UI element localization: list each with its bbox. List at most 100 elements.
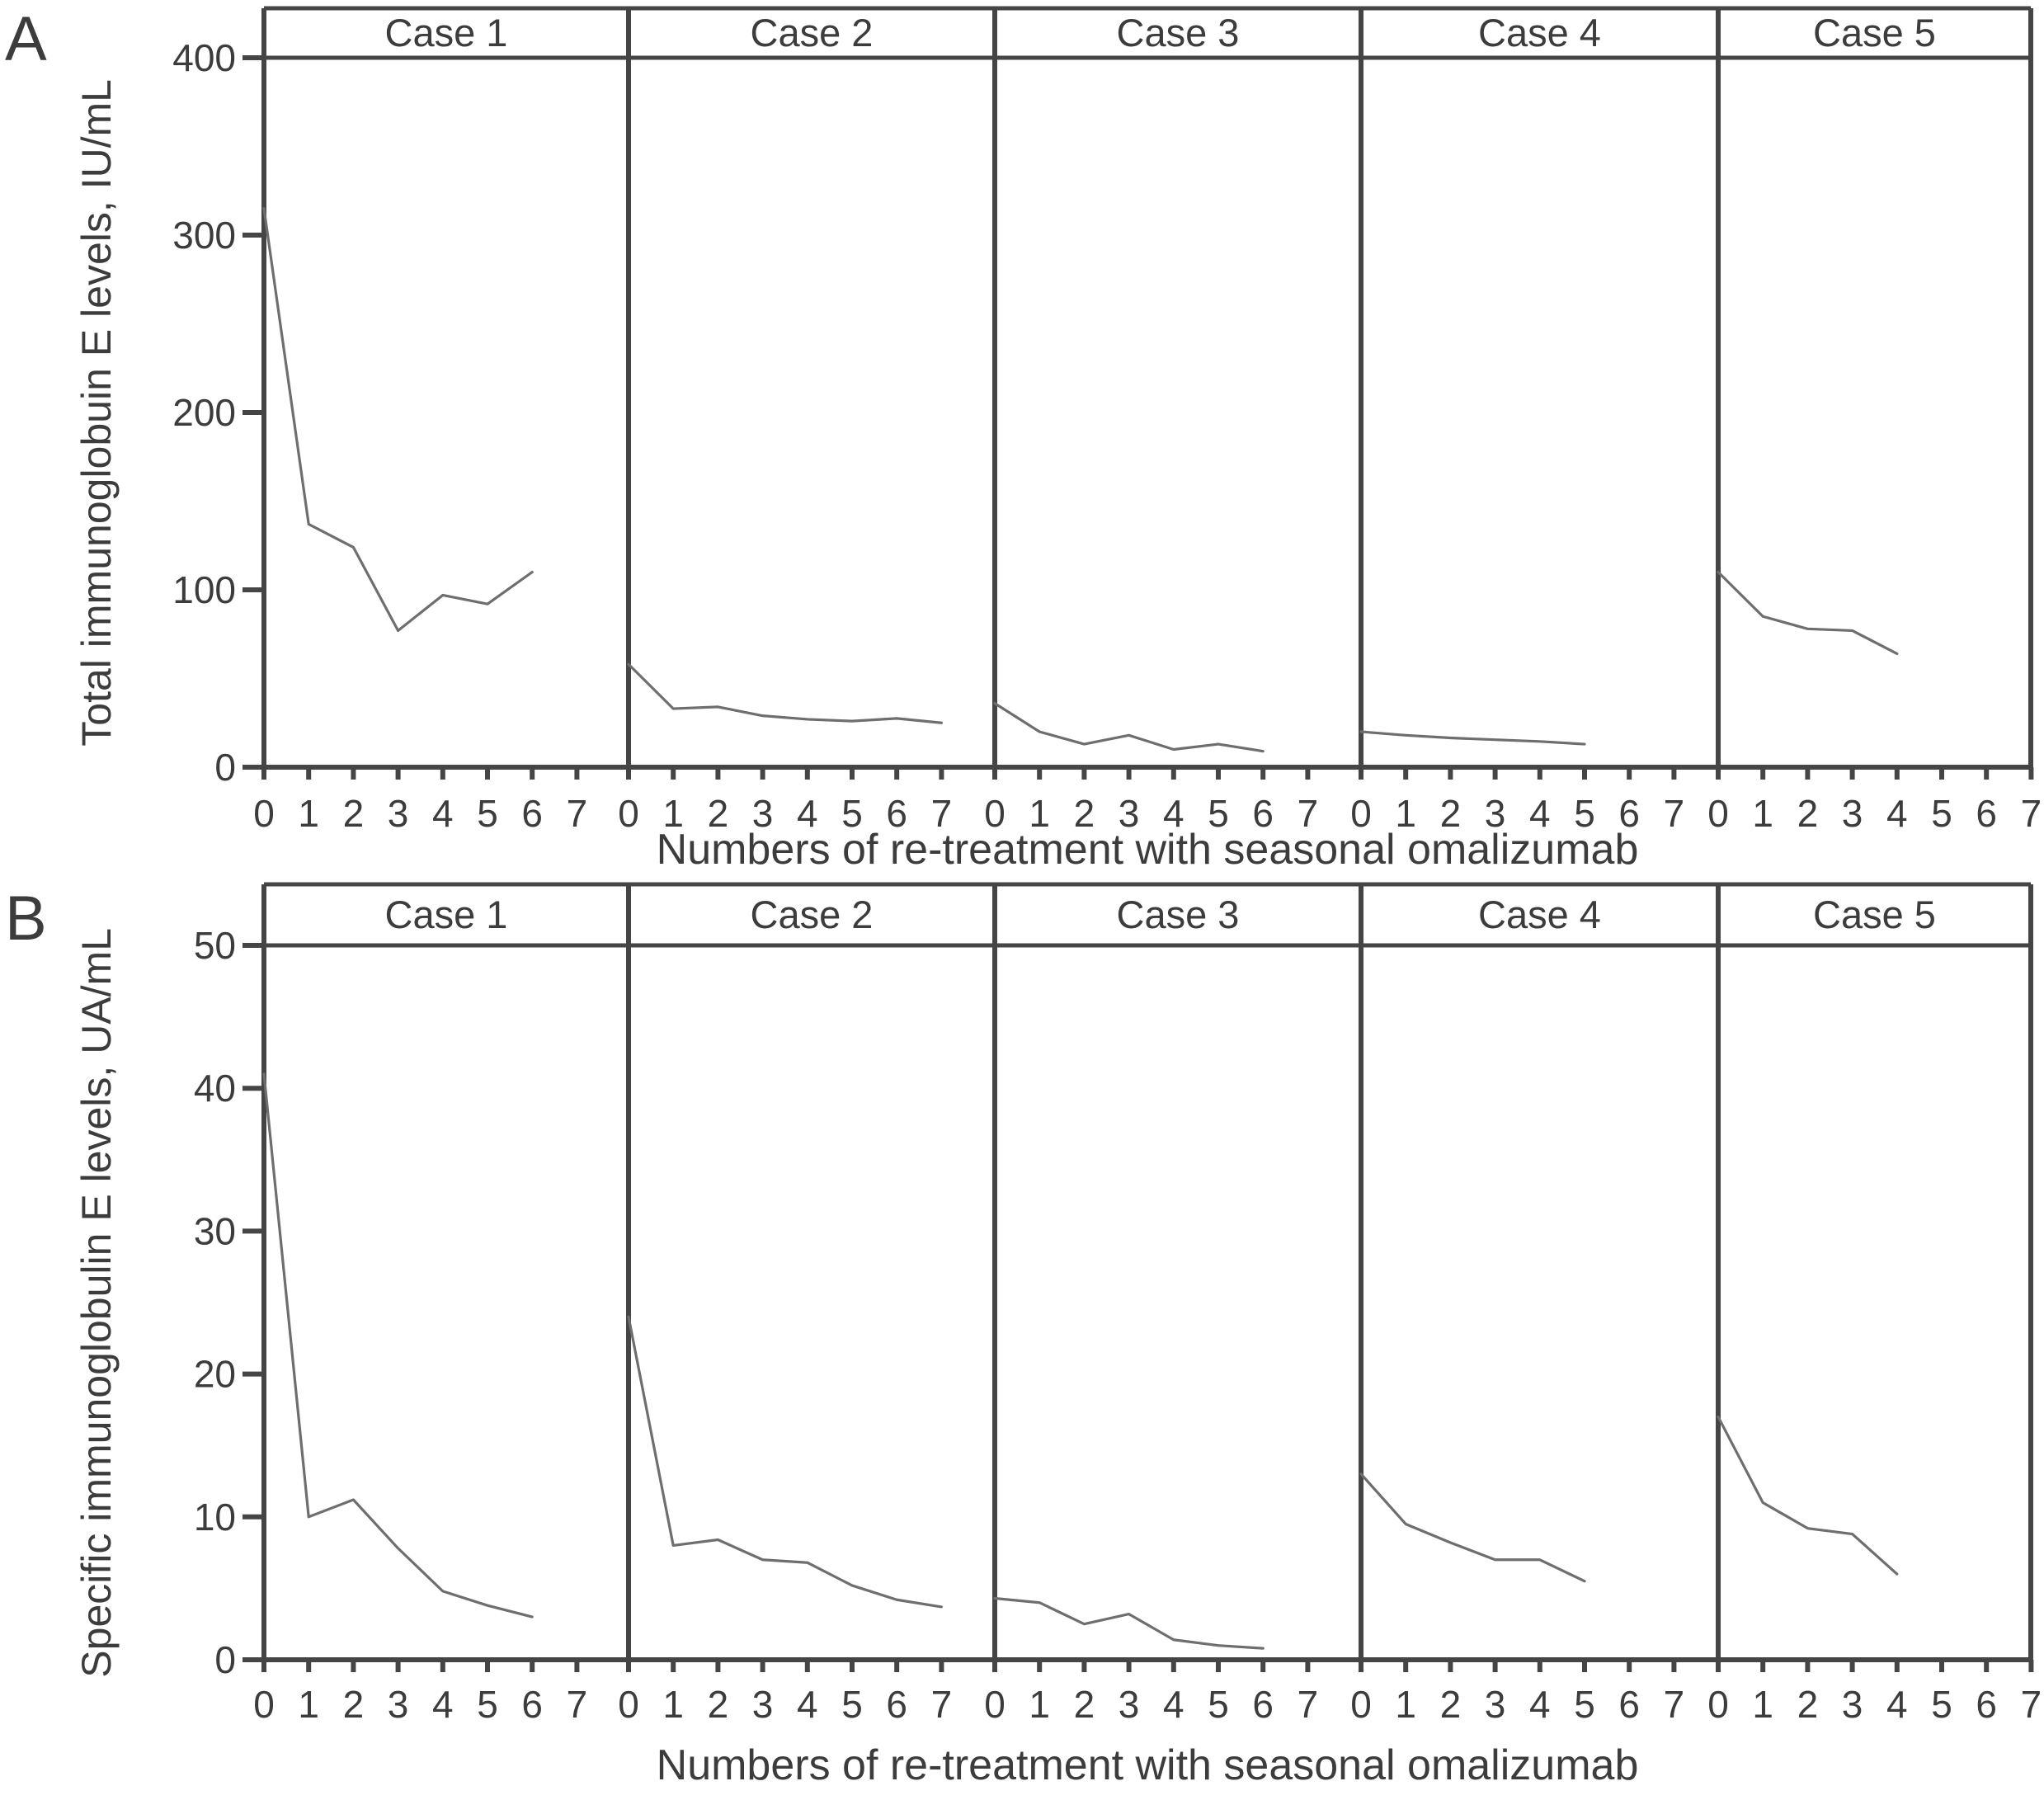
panel-b-case-5-x-tick-label-7: 7 bbox=[2021, 1683, 2042, 1726]
panel-a-y-tick-label-200: 200 bbox=[172, 391, 236, 434]
panel-a-case-2-x-tick-label-6: 6 bbox=[886, 792, 907, 835]
panel-b-case-3-x-tick-label-0: 0 bbox=[984, 1683, 1006, 1726]
panel-b-case-1-x-tick-label-2: 2 bbox=[343, 1683, 365, 1726]
panel-b-case-3-x-tick-label-5: 5 bbox=[1208, 1683, 1229, 1726]
panel-b-case-4-x-tick-label-2: 2 bbox=[1440, 1683, 1462, 1726]
panel-a-case-2-x-tick-label-2: 2 bbox=[708, 792, 729, 835]
panel-b-case-5-x-tick-label-5: 5 bbox=[1931, 1683, 1952, 1726]
panel-b-y-tick-label-20: 20 bbox=[194, 1353, 236, 1396]
panel-b-case-1-header: Case 1 bbox=[385, 893, 508, 936]
panel-b-case-5-x-tick-label-1: 1 bbox=[1752, 1683, 1773, 1726]
panel-b-case-2-header: Case 2 bbox=[751, 893, 874, 936]
panel-a-case-1-x-tick-label-0: 0 bbox=[253, 792, 275, 835]
panel-a-case-1-header: Case 1 bbox=[385, 11, 508, 54]
panel-b-case-4-x-tick-label-1: 1 bbox=[1395, 1683, 1416, 1726]
panel-a-case-4-x-tick-label-4: 4 bbox=[1529, 792, 1551, 835]
panel-a-case-1-x-tick-label-6: 6 bbox=[521, 792, 543, 835]
panel-b-y-tick-label-30: 30 bbox=[194, 1209, 236, 1252]
panel-a-case-4-x-tick-label-6: 6 bbox=[1618, 792, 1640, 835]
panel-a-case-2-line bbox=[627, 662, 944, 724]
panel-b-case-3-x-tick-label-2: 2 bbox=[1074, 1683, 1095, 1726]
panel-b-case-1-x-tick-label-1: 1 bbox=[298, 1683, 319, 1726]
panel-a-case-4-line bbox=[1359, 730, 1586, 746]
panel-b-case-4-x-tick-label-5: 5 bbox=[1574, 1683, 1595, 1726]
panel-a-letter: A bbox=[5, 4, 47, 74]
panel-b-case-1-x-tick-label-3: 3 bbox=[388, 1683, 409, 1726]
panel-a-case-4-x-tick-label-0: 0 bbox=[1350, 792, 1372, 835]
panel-a-case-4-header: Case 4 bbox=[1478, 11, 1601, 54]
panel-a-case-4-x-tick-label-1: 1 bbox=[1395, 792, 1416, 835]
panel-a-case-1-x-tick-label-3: 3 bbox=[388, 792, 409, 835]
panel-b-case-5-x-tick-label-4: 4 bbox=[1886, 1683, 1908, 1726]
panel-b-case-2-x-tick-label-3: 3 bbox=[752, 1683, 774, 1726]
panel-b-case-5-x-tick-label-6: 6 bbox=[1976, 1683, 1997, 1726]
panel-b-y-tick-label-10: 10 bbox=[194, 1496, 236, 1538]
panel-b-case-4-header: Case 4 bbox=[1478, 893, 1601, 936]
panel-b-case-1-x-tick-label-4: 4 bbox=[432, 1683, 454, 1726]
panel-a-case-2-x-tick-label-7: 7 bbox=[931, 792, 953, 835]
panel-b-case-2-x-tick-label-0: 0 bbox=[618, 1683, 639, 1726]
panel-a-case-5-line bbox=[1717, 570, 1899, 656]
panel-a-case-3-x-tick-label-1: 1 bbox=[1029, 792, 1050, 835]
panel-a-case-2-x-tick-label-3: 3 bbox=[752, 792, 774, 835]
panel-a-case-2-header: Case 2 bbox=[751, 11, 874, 54]
panel-a-case-2-x-tick-label-4: 4 bbox=[797, 792, 818, 835]
panel-a-case-1-x-tick-label-5: 5 bbox=[477, 792, 498, 835]
panel-b-case-4-x-tick-label-0: 0 bbox=[1350, 1683, 1372, 1726]
panel-a-case-5-x-tick-label-0: 0 bbox=[1707, 792, 1729, 835]
panel-a-case-2-x-tick-label-0: 0 bbox=[618, 792, 639, 835]
panel-a-case-3-x-tick-label-3: 3 bbox=[1119, 792, 1140, 835]
panel-a-y-tick-label-300: 300 bbox=[172, 214, 236, 257]
panel-b-case-5-line bbox=[1717, 1415, 1899, 1576]
panel-b-case-1-x-tick-label-5: 5 bbox=[477, 1683, 498, 1726]
panel-a-case-1-x-tick-label-4: 4 bbox=[432, 792, 454, 835]
panel-a-case-3-x-tick-label-7: 7 bbox=[1298, 792, 1319, 835]
panel-b-letter: B bbox=[5, 884, 47, 954]
panel-a-case-5-header: Case 5 bbox=[1813, 11, 1936, 54]
panel-b-case-2-line bbox=[627, 1315, 944, 1609]
panel-a-case-1-x-tick-label-7: 7 bbox=[567, 792, 588, 835]
panel-a-y-tick-label-0: 0 bbox=[214, 746, 236, 789]
panel-a-y-tick-label-100: 100 bbox=[172, 568, 236, 611]
panel-b-case-2-x-tick-label-6: 6 bbox=[886, 1683, 907, 1726]
panel-b-case-3-x-tick-label-4: 4 bbox=[1163, 1683, 1184, 1726]
panel-b-case-2-x-tick-label-4: 4 bbox=[797, 1683, 818, 1726]
panel-a-case-4-x-tick-label-2: 2 bbox=[1440, 792, 1462, 835]
panel-a-case-3-x-tick-label-2: 2 bbox=[1074, 792, 1095, 835]
panel-b-y-tick-label-0: 0 bbox=[214, 1638, 236, 1681]
panel-a-case-1-x-tick-label-2: 2 bbox=[343, 792, 365, 835]
panel-b-y-tick-label-50: 50 bbox=[194, 924, 236, 967]
panel-b-case-4-x-tick-label-6: 6 bbox=[1618, 1683, 1640, 1726]
panel-a-case-1-line bbox=[262, 207, 534, 633]
panel-a-case-5-x-tick-label-4: 4 bbox=[1886, 792, 1908, 835]
panel-b-case-5-x-tick-label-0: 0 bbox=[1707, 1683, 1729, 1726]
panel-b-case-3-line bbox=[993, 1596, 1265, 1650]
panel-b-case-3-x-tick-label-1: 1 bbox=[1029, 1683, 1050, 1726]
panel-a-case-1-x-tick-label-1: 1 bbox=[298, 792, 319, 835]
panel-b-case-1-x-tick-label-7: 7 bbox=[567, 1683, 588, 1726]
panel-b-case-5-header: Case 5 bbox=[1813, 893, 1936, 936]
panel-b-case-3-x-tick-label-7: 7 bbox=[1298, 1683, 1319, 1726]
panel-a-case-5-x-tick-label-6: 6 bbox=[1976, 792, 1997, 835]
panel-a-case-3-header: Case 3 bbox=[1117, 11, 1240, 54]
panel-b-case-5-x-tick-label-3: 3 bbox=[1842, 1683, 1863, 1726]
panel-a-case-3-x-tick-label-0: 0 bbox=[984, 792, 1006, 835]
panel-a-case-2-x-tick-label-5: 5 bbox=[841, 792, 863, 835]
panel-b-case-4-x-tick-label-3: 3 bbox=[1485, 1683, 1506, 1726]
panel-a-case-4-x-tick-label-3: 3 bbox=[1485, 792, 1506, 835]
panel-a-y-tick-label-400: 400 bbox=[172, 36, 236, 79]
panel-a-case-3-x-tick-label-5: 5 bbox=[1208, 792, 1229, 835]
panel-a-case-4-x-tick-label-5: 5 bbox=[1574, 792, 1595, 835]
panel-b-case-2-x-tick-label-5: 5 bbox=[841, 1683, 863, 1726]
panel-b-case-3-x-tick-label-6: 6 bbox=[1252, 1683, 1274, 1726]
panel-b-case-1-line bbox=[262, 1072, 534, 1619]
panel-b-case-1-x-tick-label-0: 0 bbox=[253, 1683, 275, 1726]
panel-a-x-axis-title: Numbers of re-treatment with seasonal om… bbox=[656, 826, 1639, 874]
panel-a-case-3-x-tick-label-6: 6 bbox=[1252, 792, 1274, 835]
panel-a-case-5-x-tick-label-5: 5 bbox=[1931, 792, 1952, 835]
panel-a-case-5-x-tick-label-2: 2 bbox=[1797, 792, 1819, 835]
panel-b-case-2-x-tick-label-1: 1 bbox=[662, 1683, 684, 1726]
panel-a-case-3-line bbox=[993, 701, 1265, 753]
